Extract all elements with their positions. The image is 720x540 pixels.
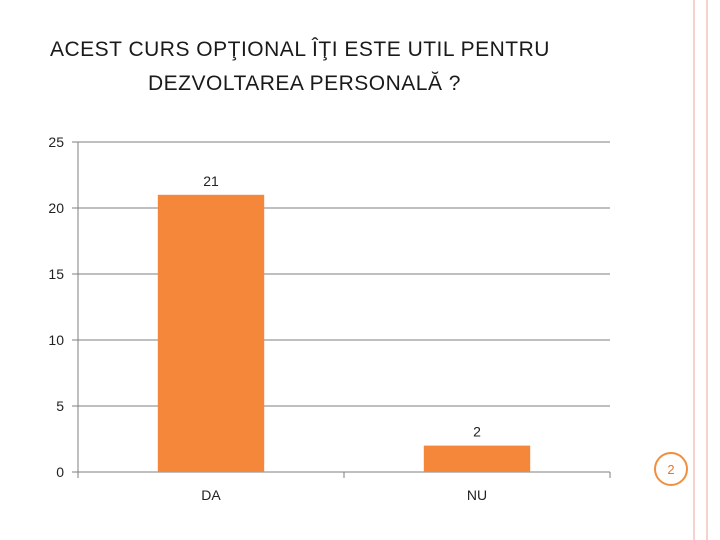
x-tick-label-nu: NU: [467, 487, 487, 503]
y-tick-label-20: 20: [48, 200, 64, 216]
bar-da: [157, 194, 265, 473]
decorative-line-left: [693, 0, 695, 540]
y-tick-label-0: 0: [56, 464, 64, 480]
y-tick-label-15: 15: [48, 266, 64, 282]
decorative-line-right: [706, 0, 708, 540]
slide-number-badge: 2: [654, 452, 688, 486]
y-tick-label-5: 5: [56, 398, 64, 414]
data-label-nu: 2: [473, 424, 481, 440]
bar-nu: [423, 445, 531, 472]
data-label-da: 21: [203, 173, 219, 189]
slide-title: ACEST CURS OPŢIONAL ÎŢI ESTE UTIL PENTRU…: [50, 38, 630, 96]
y-tick-label-10: 10: [48, 332, 64, 348]
y-tick-label-25: 25: [48, 134, 64, 150]
title-line-1: ACEST CURS OPŢIONAL ÎŢI ESTE UTIL PENTRU: [50, 38, 550, 61]
title-line-2: DEZVOLTAREA PERSONALĂ ?: [148, 72, 461, 95]
x-tick-label-da: DA: [201, 487, 221, 503]
